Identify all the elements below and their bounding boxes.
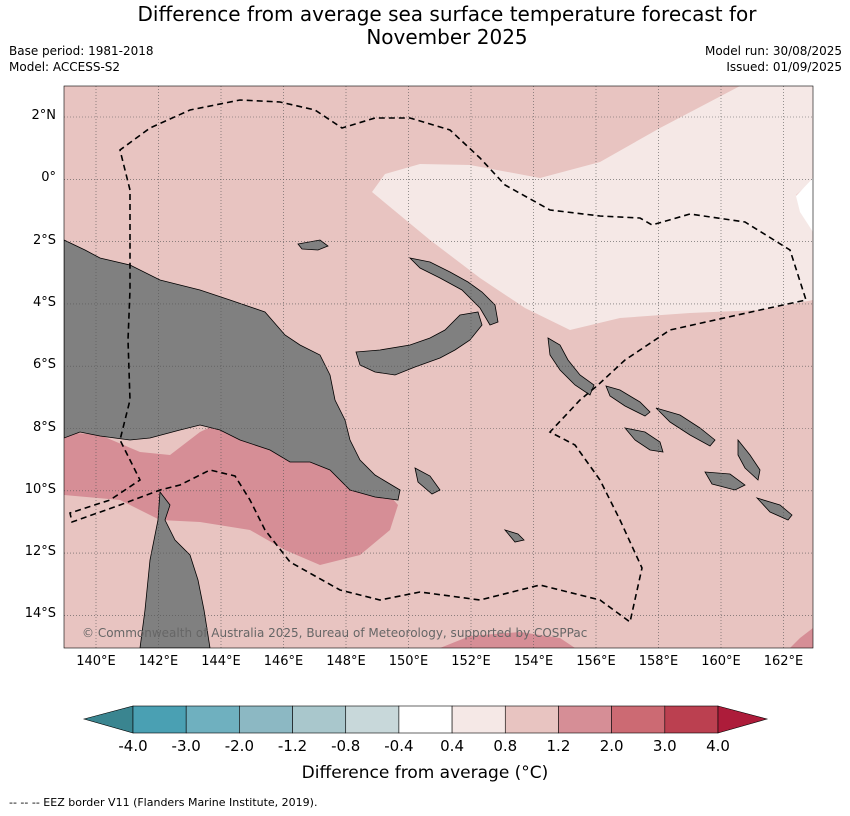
lat-tick-label: 2°N <box>31 108 57 123</box>
colorbar-low-extension <box>82 705 134 734</box>
colorbar-tick-label: 0.8 <box>493 737 518 755</box>
colorbar-tick-label: 0.4 <box>440 737 464 755</box>
colorbar-tick-label: 2.0 <box>599 737 624 755</box>
lon-tick-label: 158°E <box>638 654 679 669</box>
anomaly-high-region-east <box>790 628 813 648</box>
meta-right: Model run: 30/08/2025 Issued: 01/09/2025 <box>705 43 842 75</box>
copyright-notice: © Commonwealth of Australia 2025, Bureau… <box>82 626 588 640</box>
eez-border <box>69 99 808 624</box>
colorbar-tick-label: 4.0 <box>706 737 730 755</box>
lon-tick-label: 152°E <box>451 654 491 669</box>
graticule <box>64 86 813 648</box>
colorbar-bin <box>611 705 666 734</box>
lat-tick-label: 14°S <box>24 606 56 622</box>
lat-tick-label: 10°S <box>24 481 56 497</box>
lon-tick-label: 162°E <box>763 654 804 669</box>
land-solomon-islands <box>605 385 793 521</box>
lon-tick-label: 140°E <box>76 654 116 669</box>
colorbar-tick-label: -1.2 <box>277 737 308 755</box>
colorbar-bin <box>292 705 347 734</box>
anomaly-high-region-south <box>440 632 575 648</box>
map-panel <box>63 85 814 649</box>
map-title: Difference from average sea surface temp… <box>0 3 850 49</box>
map-frame <box>63 85 814 649</box>
lat-tick-label: 8°S <box>32 419 56 435</box>
title-line-1: Difference from average sea surface temp… <box>137 2 757 26</box>
colorbar-title: Difference from average (°C) <box>301 763 549 783</box>
lat-tick-label: 0° <box>41 170 56 186</box>
colorbar-bins <box>132 705 719 734</box>
colorbar-tick-label: -2.0 <box>224 737 254 755</box>
colorbar-tick-label: -4.0 <box>118 737 148 755</box>
lon-tick-label: 142°E <box>138 654 179 669</box>
colorbar-bin <box>345 705 400 734</box>
colorbar-high-extension <box>717 705 769 734</box>
anomaly-low-edge <box>796 178 813 232</box>
colorbar-tick-label: 3.0 <box>652 737 677 755</box>
land-manus <box>297 239 329 251</box>
land-new-ireland <box>408 257 499 326</box>
anomaly-low-region <box>372 86 813 330</box>
colorbar-tick-label: -0.4 <box>384 737 414 755</box>
colorbar-bin <box>664 705 719 734</box>
land-dentrecasteaux <box>414 467 525 543</box>
issued-date: Issued: 01/09/2025 <box>726 60 842 74</box>
lat-tick-label: 6°S <box>32 357 56 373</box>
land-new-guinea <box>64 239 401 501</box>
base-period: Base period: 1981-2018 <box>9 44 154 58</box>
colorbar-bin <box>558 705 612 734</box>
lon-tick-label: 148°E <box>326 654 366 669</box>
colorbar-tick-label: 1.2 <box>546 737 571 755</box>
colorbar-tick-label: -3.0 <box>171 737 201 755</box>
colorbar-bin <box>398 705 453 734</box>
lon-tick-label: 146°E <box>263 654 304 669</box>
eez-footnote: -- -- -- EEZ border V11 (Flanders Marine… <box>9 796 318 809</box>
colorbar-tick-label: -0.8 <box>331 737 361 755</box>
title-line-2: November 2025 <box>366 25 528 49</box>
lon-tick-label: 150°E <box>388 654 429 669</box>
lon-tick-label: 156°E <box>576 654 616 669</box>
colorbar-bin <box>239 705 293 734</box>
meta-left: Base period: 1981-2018 Model: ACCESS-S2 <box>9 43 154 75</box>
colorbar-bin <box>132 705 187 734</box>
land-new-britain <box>355 311 483 376</box>
lon-tick-label: 144°E <box>201 654 241 669</box>
lat-tick-label: 2°S <box>32 232 56 248</box>
colorbar-bin <box>185 705 240 734</box>
lon-tick-label: 154°E <box>513 654 554 669</box>
colorbar-bin <box>451 705 506 734</box>
land-cape-york <box>139 490 211 648</box>
lat-tick-label: 4°S <box>32 294 56 310</box>
model-name: Model: ACCESS-S2 <box>9 60 121 74</box>
lon-tick-label: 160°E <box>701 654 741 669</box>
colorbar-bin <box>504 705 559 734</box>
model-run: Model run: 30/08/2025 <box>704 44 842 58</box>
lat-tick-label: 12°S <box>24 544 56 560</box>
